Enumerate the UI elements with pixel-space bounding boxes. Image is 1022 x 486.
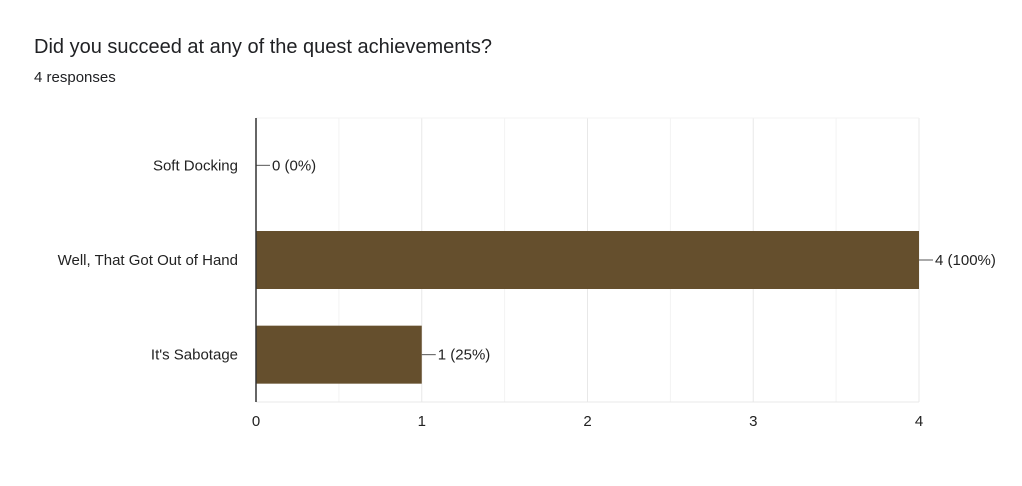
x-tick-label: 1: [418, 413, 426, 430]
x-tick-label: 0: [252, 413, 260, 430]
chart-title: Did you succeed at any of the quest achi…: [34, 36, 493, 58]
data-label: 4 (100%): [935, 252, 996, 269]
bar-1: [256, 231, 919, 289]
x-tick-label: 3: [749, 413, 757, 430]
data-label: 1 (25%): [438, 347, 491, 364]
x-tick-label: 2: [583, 413, 591, 430]
data-label: 0 (0%): [272, 157, 316, 174]
category-label: It's Sabotage: [151, 347, 238, 364]
bar-2: [256, 325, 422, 384]
category-label: Well, That Got Out of Hand: [58, 252, 238, 269]
response-count: 4 responses: [34, 69, 116, 86]
x-tick-label: 4: [915, 413, 923, 430]
category-label: Soft Docking: [153, 157, 238, 174]
